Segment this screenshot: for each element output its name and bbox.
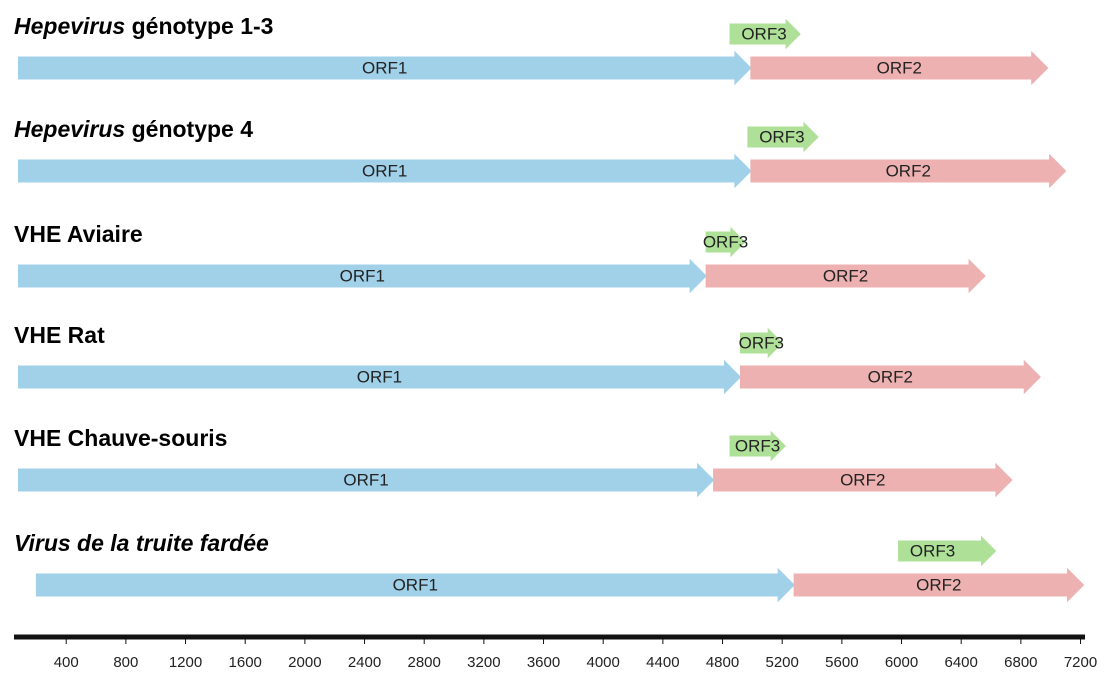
orf-label: ORF3 [703,232,748,251]
orf-arrow [729,18,801,50]
orf-arrow [713,462,1013,498]
orf-label: ORF2 [840,470,885,489]
orf-label: ORF1 [362,161,407,180]
x-tick-label: 5200 [766,654,799,671]
row-title: Virus de la truite fardée [14,530,269,556]
row-title-part: génotype 1-3 [125,13,273,39]
orf-label: ORF2 [877,58,922,77]
orf-arrow [739,359,1041,395]
row-title-part: Virus de la truite fardée [14,530,269,556]
orf-label: ORF1 [393,575,438,594]
orf-arrow [17,50,752,86]
row-title: VHE Chauve-souris [14,425,227,451]
orf-arrow [17,359,742,395]
row-title-part: VHE Rat [14,322,105,348]
row-title-part: VHE Aviaire [14,221,143,247]
row-title: Hepevirus génotype 1-3 [14,13,273,39]
orf-label: ORF2 [886,161,931,180]
orf-arrow [750,153,1067,189]
orf-arrow [17,153,752,189]
orf-arrow [705,226,746,258]
orf-label: ORF3 [739,333,784,352]
x-tick-label: 1200 [169,654,202,671]
row-title-part: génotype 4 [125,116,253,142]
orf-label: ORF1 [343,470,388,489]
x-tick-label: 5600 [825,654,858,671]
orf-label: ORF1 [340,266,385,285]
orf-label: ORF2 [868,367,913,386]
row-title-part: VHE Chauve-souris [14,425,227,451]
x-tick-label: 2000 [288,654,321,671]
orf-arrow [35,567,795,603]
orf-arrow [705,258,986,294]
orf-arrow [747,121,819,153]
x-tick-label: 4800 [706,654,739,671]
row-title-part: Hepevirus [14,13,125,39]
orf-arrow [17,462,715,498]
row-title: VHE Rat [14,322,105,348]
orf-arrow [793,567,1085,603]
x-tick-label: 6000 [885,654,918,671]
row-title: Hepevirus génotype 4 [14,116,253,142]
orf-arrow [750,50,1049,86]
x-tick-label: 7200 [1064,654,1097,671]
x-tick-label: 3600 [527,654,560,671]
orf-label: ORF2 [916,575,961,594]
orf-label: ORF1 [362,58,407,77]
x-tick-label: 2400 [348,654,381,671]
x-tick-label: 800 [113,654,138,671]
x-tick-label: 2800 [408,654,441,671]
x-tick-label: 6800 [1004,654,1037,671]
orf-arrow [739,327,783,359]
x-tick-label: 4400 [646,654,679,671]
orf-label: ORF2 [823,266,868,285]
x-tick-label: 4000 [587,654,620,671]
orf-arrow [729,430,786,462]
orf-label: ORF1 [357,367,402,386]
orf-label: ORF3 [910,541,955,560]
orf-arrow [17,258,707,294]
x-tick-label: 6400 [945,654,978,671]
orf-label: ORF3 [759,127,804,146]
orf-label: ORF3 [735,436,780,455]
x-tick-label: 400 [54,654,79,671]
x-tick-label: 3200 [467,654,500,671]
row-title-part: Hepevirus [14,116,125,142]
orf-label: ORF3 [741,24,786,43]
row-title: VHE Aviaire [14,221,143,247]
x-tick-label: 1600 [229,654,262,671]
orf-arrow [898,535,997,567]
